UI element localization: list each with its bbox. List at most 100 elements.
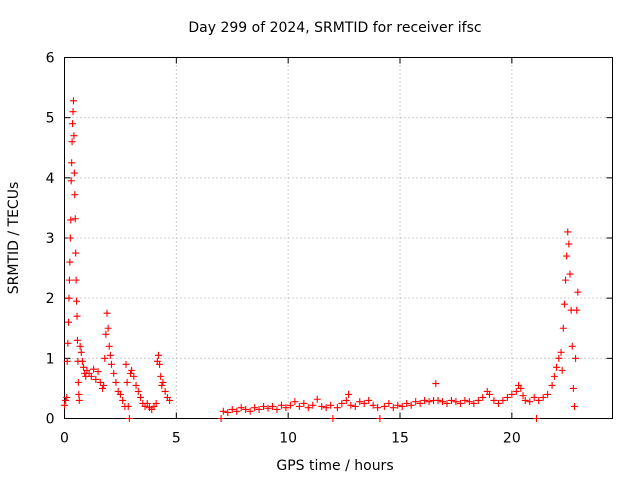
data-point xyxy=(550,372,558,380)
x-tick-label: 0 xyxy=(60,431,69,447)
axis-ticks: 0 5 10 15 20 0 1 2 3 4 5 6 xyxy=(46,51,613,447)
data-point xyxy=(365,396,373,404)
data-point xyxy=(434,396,442,404)
y-tick-label: 5 xyxy=(46,111,55,127)
data-point xyxy=(503,393,511,401)
data-point xyxy=(157,372,165,380)
data-point xyxy=(74,378,82,386)
data-point xyxy=(69,120,77,128)
data-point xyxy=(233,407,241,415)
y-tick-label: 6 xyxy=(46,51,55,67)
data-point xyxy=(73,336,81,344)
data-point xyxy=(572,354,580,362)
data-point xyxy=(242,405,250,413)
data-point xyxy=(65,294,73,302)
data-point xyxy=(246,407,254,415)
data-point xyxy=(318,402,326,410)
y-tick-label: 0 xyxy=(46,412,55,428)
data-point xyxy=(154,351,162,359)
data-point xyxy=(562,276,570,284)
x-tick-label: 15 xyxy=(391,431,409,447)
data-point xyxy=(161,387,169,395)
data-point xyxy=(351,402,359,410)
data-point xyxy=(63,357,71,365)
data-point xyxy=(65,276,73,284)
data-point xyxy=(564,228,572,236)
data-point xyxy=(322,404,330,412)
data-point xyxy=(398,402,406,410)
data-point xyxy=(470,399,478,407)
data-point xyxy=(64,339,72,347)
data-point xyxy=(329,415,337,422)
data-point xyxy=(508,390,516,398)
data-point xyxy=(374,404,382,412)
data-point xyxy=(376,415,384,422)
data-point xyxy=(66,258,74,266)
data-point xyxy=(560,300,568,308)
data-point xyxy=(137,393,145,401)
data-point xyxy=(535,396,543,404)
data-point xyxy=(219,407,227,415)
data-point xyxy=(456,399,464,407)
data-point xyxy=(519,392,527,400)
data-point xyxy=(539,393,547,401)
data-point xyxy=(574,288,582,296)
data-point xyxy=(77,348,85,356)
data-point xyxy=(134,387,142,395)
data-point xyxy=(521,396,529,404)
data-point xyxy=(68,159,76,167)
data-point xyxy=(465,398,473,406)
data-point xyxy=(264,404,272,412)
data-point xyxy=(75,390,83,398)
data-point xyxy=(126,369,134,377)
data-point xyxy=(563,252,571,260)
data-point xyxy=(166,396,174,404)
x-tick-label: 5 xyxy=(172,431,181,447)
data-point xyxy=(304,404,312,412)
data-point xyxy=(273,405,281,413)
data-point xyxy=(72,249,80,257)
data-point xyxy=(544,390,552,398)
data-point xyxy=(553,363,561,371)
y-tick-label: 3 xyxy=(46,231,55,247)
data-point xyxy=(66,234,74,242)
data-point xyxy=(277,401,285,409)
data-point xyxy=(342,396,350,404)
data-point xyxy=(76,342,84,350)
data-point xyxy=(421,396,429,404)
y-tick-label: 1 xyxy=(46,351,55,367)
data-point xyxy=(69,108,77,116)
data-point xyxy=(255,405,263,413)
data-point xyxy=(116,390,124,398)
data-point xyxy=(96,378,104,386)
data-point xyxy=(69,97,77,105)
data-point xyxy=(92,375,100,383)
data-point xyxy=(123,378,131,386)
chart-title: Day 299 of 2024, SRMTID for receiver ifs… xyxy=(188,20,481,36)
data-point xyxy=(327,401,335,409)
data-point xyxy=(313,395,321,403)
data-point xyxy=(548,381,556,389)
data-point xyxy=(490,396,498,404)
data-point xyxy=(461,396,469,404)
data-point xyxy=(156,360,164,368)
data-point xyxy=(71,191,79,199)
data-point xyxy=(295,402,303,410)
data-point xyxy=(286,401,294,409)
data-point xyxy=(143,399,151,407)
data-point xyxy=(78,357,86,365)
data-point xyxy=(573,306,581,314)
data-point xyxy=(119,396,127,404)
data-points xyxy=(61,97,582,422)
data-point xyxy=(389,404,397,412)
data-point xyxy=(237,404,245,412)
data-point xyxy=(65,318,73,326)
data-point xyxy=(99,384,107,392)
data-point xyxy=(526,398,534,406)
data-point xyxy=(100,381,108,389)
data-point xyxy=(217,415,225,422)
data-point xyxy=(61,401,68,409)
data-point xyxy=(300,399,308,407)
data-point xyxy=(103,309,111,317)
